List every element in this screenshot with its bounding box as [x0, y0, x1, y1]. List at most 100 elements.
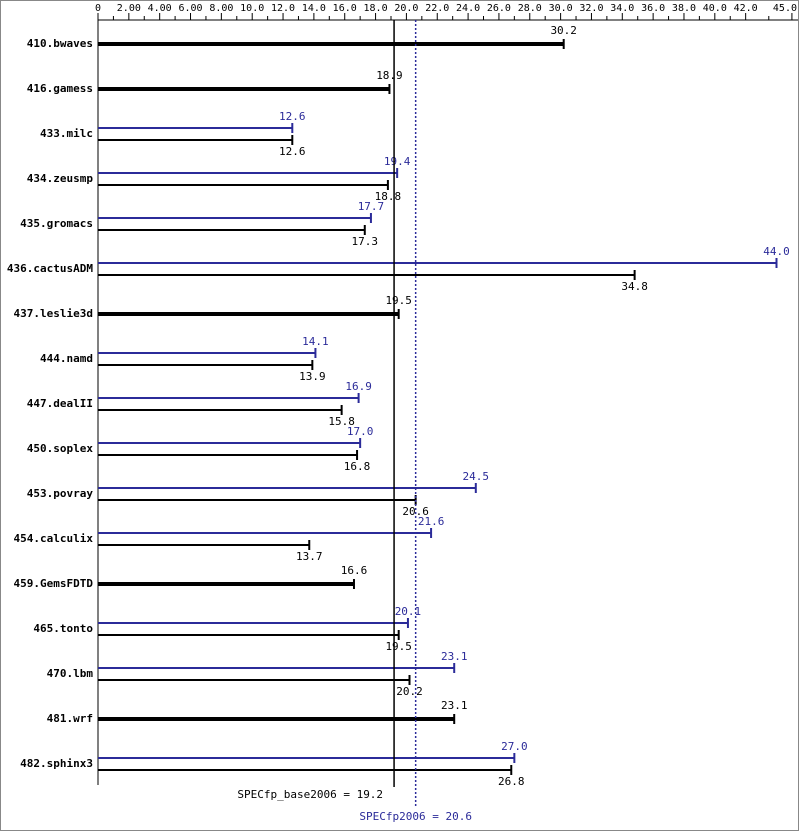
x-tick-label: 34.0 — [610, 3, 634, 14]
x-tick-label: 26.0 — [487, 3, 511, 14]
x-tick-label: 45.0 — [773, 3, 797, 14]
category-label: 435.gromacs — [20, 217, 93, 230]
category-label: 436.cactusADM — [7, 262, 93, 275]
bar — [98, 172, 398, 174]
x-tick-label: 12.0 — [271, 3, 295, 14]
category-label: 482.sphinx3 — [20, 757, 93, 770]
bar — [98, 397, 359, 399]
x-tick-label: 18.0 — [364, 3, 388, 14]
x-tick-label: 14.0 — [302, 3, 326, 14]
bar — [98, 229, 365, 231]
value-label: 26.8 — [498, 775, 525, 788]
value-label: 27.0 — [501, 740, 528, 753]
bar — [98, 409, 342, 411]
value-label: 19.5 — [385, 640, 412, 653]
category-label: 481.wrf — [47, 712, 93, 725]
value-label: 20.2 — [396, 685, 423, 698]
bar — [98, 262, 777, 264]
value-label: 17.0 — [347, 425, 374, 438]
value-label: 12.6 — [279, 145, 306, 158]
bar — [98, 454, 358, 456]
x-tick-label: 0 — [95, 3, 101, 14]
x-tick-label: 38.0 — [672, 3, 696, 14]
x-tick-label: 42.0 — [734, 3, 758, 14]
category-label: 433.milc — [40, 127, 93, 140]
category-label: 453.povray — [27, 487, 94, 500]
value-label: 17.3 — [352, 235, 379, 248]
bar — [98, 139, 293, 141]
x-tick-label: 20.0 — [394, 3, 418, 14]
value-label: 20.6 — [402, 505, 429, 518]
bar — [98, 769, 512, 771]
value-label: 21.6 — [418, 515, 445, 528]
x-tick-label: 28.0 — [518, 3, 542, 14]
value-label: 16.8 — [344, 460, 371, 473]
x-tick-label: 8.00 — [209, 3, 233, 14]
category-label: 444.namd — [40, 352, 93, 365]
x-tick-label: 36.0 — [641, 3, 665, 14]
bar — [98, 582, 354, 586]
bar — [98, 499, 416, 501]
value-label: 19.5 — [385, 294, 412, 307]
value-label: 19.4 — [384, 155, 411, 168]
bar — [98, 532, 432, 534]
value-label: 16.9 — [345, 380, 372, 393]
x-tick-label: 6.00 — [178, 3, 202, 14]
value-label: 12.6 — [279, 110, 306, 123]
value-label: 13.9 — [299, 370, 326, 383]
category-label: 447.dealII — [27, 397, 93, 410]
bar — [98, 622, 408, 624]
bar — [98, 127, 293, 129]
value-label: 13.7 — [296, 550, 323, 563]
value-label: 14.1 — [302, 335, 329, 348]
bar — [98, 312, 399, 316]
reference-label: SPECfp2006 = 20.6 — [359, 810, 472, 823]
value-label: 23.1 — [441, 699, 468, 712]
x-tick-label: 24.0 — [456, 3, 480, 14]
bar — [98, 634, 399, 636]
value-label: 34.8 — [621, 280, 648, 293]
category-label: 434.zeusmp — [27, 172, 94, 185]
value-label: 18.9 — [376, 69, 403, 82]
x-tick-label: 16.0 — [333, 3, 357, 14]
value-label: 44.0 — [763, 245, 790, 258]
x-tick-label: 2.00 — [117, 3, 141, 14]
value-label: 30.2 — [550, 24, 577, 37]
x-tick-label: 10.0 — [240, 3, 264, 14]
category-label: 416.gamess — [27, 82, 93, 95]
bar — [98, 442, 361, 444]
bar — [98, 217, 371, 219]
value-label: 24.5 — [463, 470, 490, 483]
x-tick-label: 4.00 — [148, 3, 172, 14]
value-label: 16.6 — [341, 564, 368, 577]
bar — [98, 184, 388, 186]
value-label: 17.7 — [358, 200, 385, 213]
category-label: 459.GemsFDTD — [14, 577, 94, 590]
category-label: 454.calculix — [14, 532, 94, 545]
category-label: 465.tonto — [33, 622, 93, 635]
category-label: 437.leslie3d — [14, 307, 93, 320]
bar — [98, 757, 515, 759]
bar — [98, 87, 390, 91]
x-tick-label: 32.0 — [579, 3, 603, 14]
bar — [98, 717, 455, 721]
x-tick-label: 22.0 — [425, 3, 449, 14]
category-label: 470.lbm — [47, 667, 94, 680]
bar — [98, 274, 635, 276]
bar — [98, 352, 316, 354]
x-tick-label: 40.0 — [703, 3, 727, 14]
value-label: 15.8 — [328, 415, 355, 428]
category-label: 410.bwaves — [27, 37, 93, 50]
x-tick-label: 30.0 — [549, 3, 573, 14]
value-label: 23.1 — [441, 650, 468, 663]
category-label: 450.soplex — [27, 442, 94, 455]
bar — [98, 679, 410, 681]
bar — [98, 42, 564, 46]
bar — [98, 487, 476, 489]
reference-label: SPECfp_base2006 = 19.2 — [237, 788, 383, 801]
value-label: 20.1 — [395, 605, 422, 618]
bar — [98, 667, 455, 669]
bar — [98, 364, 313, 366]
